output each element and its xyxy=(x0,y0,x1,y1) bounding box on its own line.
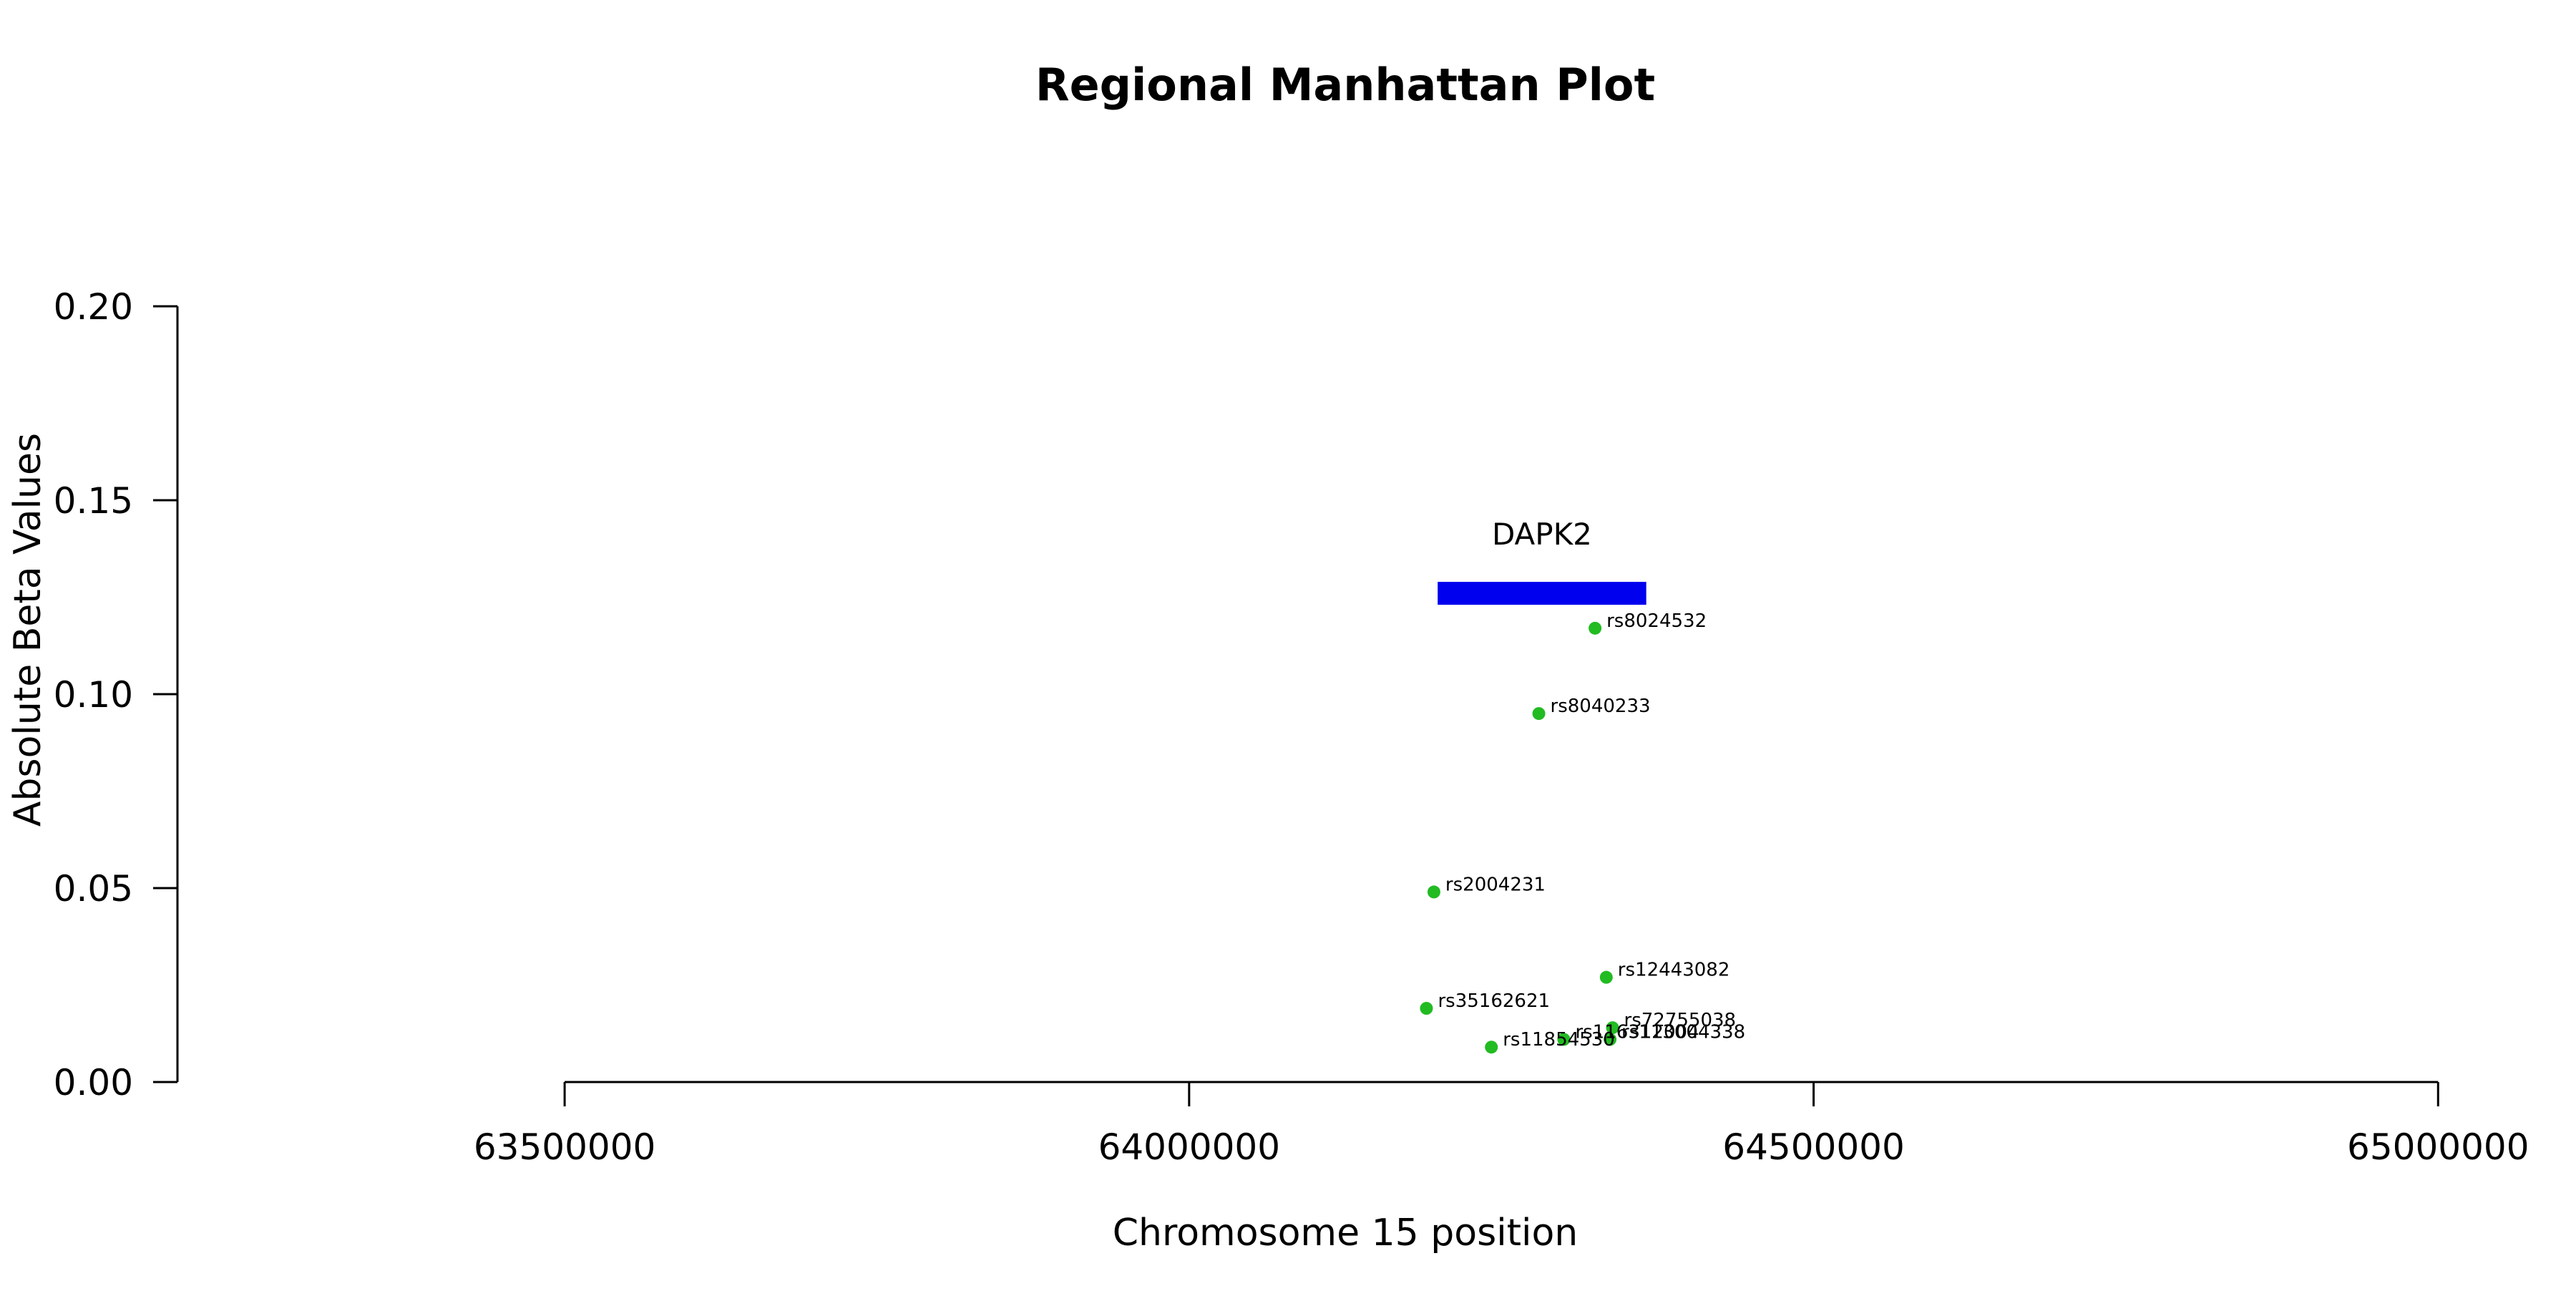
snp-label: rs8040233 xyxy=(1551,696,1651,717)
x-tick-label: 64000000 xyxy=(1098,1126,1281,1168)
y-tick-label: 0.00 xyxy=(54,1062,133,1104)
x-axis-label: Chromosome 15 position xyxy=(1113,1212,1579,1255)
snp-point xyxy=(1420,1002,1433,1015)
y-tick-label: 0.10 xyxy=(54,674,133,716)
y-tick-label: 0.15 xyxy=(54,480,133,522)
snp-point xyxy=(1557,1033,1571,1046)
snp-label: rs8024532 xyxy=(1606,610,1707,632)
snp-point xyxy=(1485,1041,1498,1054)
snp-point xyxy=(1604,1033,1617,1046)
y-tick-label: 0.05 xyxy=(54,868,133,910)
snp-point xyxy=(1589,621,1602,635)
data-points: rs8024532 rs8040233 rs2004231 rs12443082 rs3… xyxy=(1420,610,1745,1054)
chart-title: Regional Manhattan Plot xyxy=(1035,59,1655,111)
y-axis-label: Absolute Beta Values xyxy=(6,433,49,827)
snp-point xyxy=(1532,707,1546,721)
snp-point xyxy=(1606,1021,1619,1035)
snp-label: rs116312004 xyxy=(1575,1021,1699,1043)
snp-label: rs35162621 xyxy=(1438,990,1550,1012)
snp-label: rs11854530 xyxy=(1503,1029,1615,1051)
axes: 0.00 0.05 0.10 0.15 0.20 63500000 64000000 6450… xyxy=(54,286,2529,1168)
x-tick-label: 64500000 xyxy=(1722,1126,1905,1168)
snp-point xyxy=(1599,970,1613,984)
snp-label: rs12443082 xyxy=(1618,960,1730,981)
snp-label: rs72755038 xyxy=(1624,1010,1737,1031)
y-tick-label: 0.20 xyxy=(54,286,133,328)
x-tick-label: 63500000 xyxy=(474,1126,656,1168)
snp-label: rs113004338 xyxy=(1621,1021,1745,1043)
snp-label: rs2004231 xyxy=(1445,874,1546,895)
gene-label: DAPK2 xyxy=(1492,517,1592,552)
gene-track: DAPK2 xyxy=(1438,517,1646,605)
snp-point xyxy=(1427,885,1440,899)
gene-bar xyxy=(1438,582,1646,605)
x-tick-label: 65000000 xyxy=(2347,1126,2529,1168)
